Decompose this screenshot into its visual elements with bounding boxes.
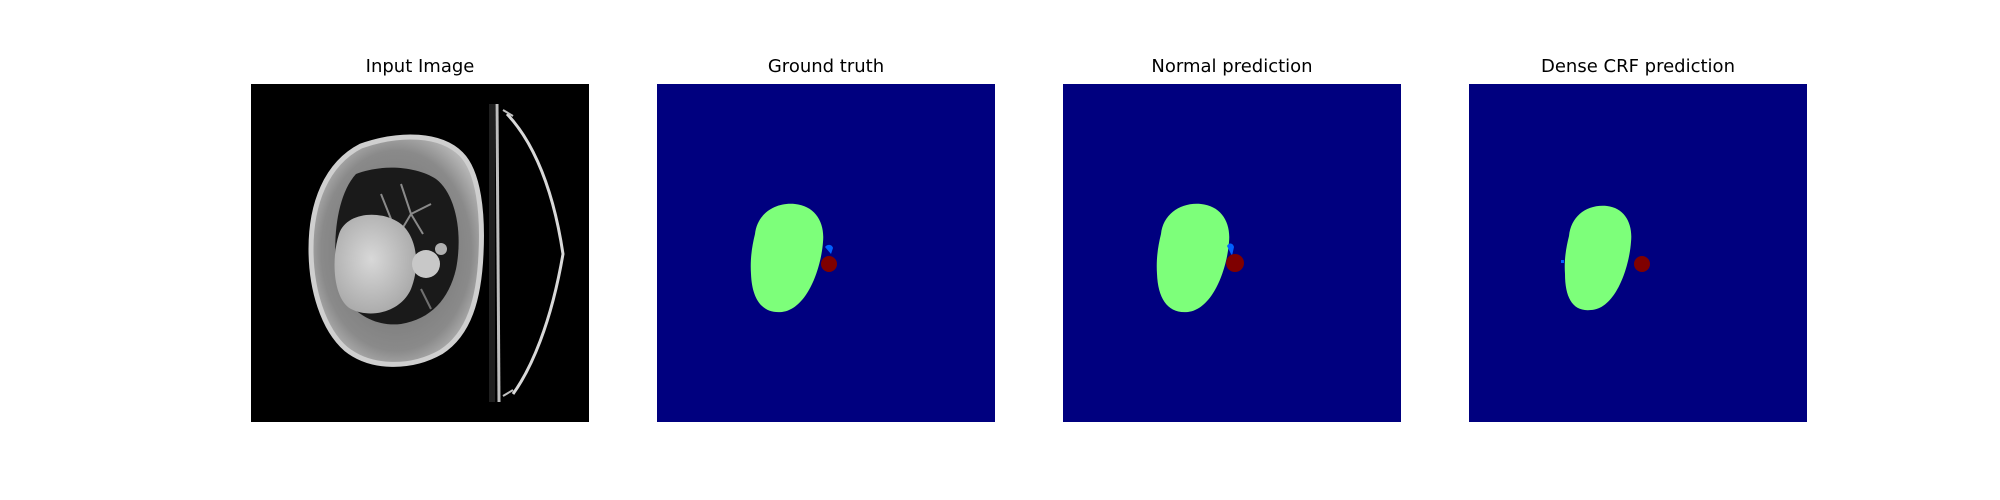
panel-title: Dense CRF prediction <box>1541 56 1735 77</box>
panel-title: Input Image <box>365 56 475 77</box>
panel-dense-crf-prediction: Dense CRF prediction <box>1469 0 1807 500</box>
panel-input-image: Input Image <box>251 0 589 500</box>
dense-crf-prediction-mask <box>1469 84 1807 422</box>
panel-title: Ground truth <box>767 56 885 77</box>
panel-normal-prediction: Normal prediction <box>1063 0 1401 500</box>
panel-ground-truth: Ground truth <box>657 0 995 500</box>
ct-scan-image <box>251 84 589 422</box>
ground-truth-mask <box>657 84 995 422</box>
panel-title: Normal prediction <box>1151 56 1313 77</box>
normal-prediction-mask <box>1063 84 1401 422</box>
